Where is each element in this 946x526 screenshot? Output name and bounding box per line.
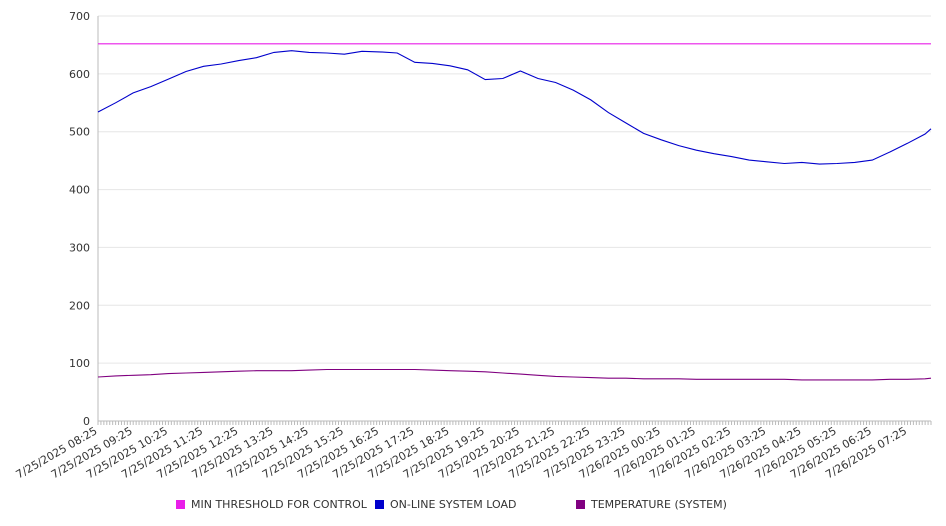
legend-swatch xyxy=(375,500,384,509)
axes xyxy=(97,16,931,422)
grid-lines xyxy=(98,15,931,422)
legend: MIN THRESHOLD FOR CONTROL ON-LINE SYSTEM … xyxy=(0,498,946,514)
legend-swatch xyxy=(576,500,585,509)
y-tick-label: 300 xyxy=(69,241,90,254)
legend-label: MIN THRESHOLD FOR CONTROL xyxy=(191,498,367,511)
y-tick-label: 700 xyxy=(69,10,90,23)
y-tick-label: 0 xyxy=(83,415,90,428)
legend-item: MIN THRESHOLD FOR CONTROL xyxy=(176,498,367,511)
legend-swatch xyxy=(176,500,185,509)
y-tick-label: 600 xyxy=(69,68,90,81)
y-tick-label: 100 xyxy=(69,357,90,370)
legend-label: ON-LINE SYSTEM LOAD xyxy=(390,498,517,511)
y-tick-label: 500 xyxy=(69,126,90,139)
series-line-2 xyxy=(97,50,932,165)
series-line-3 xyxy=(97,368,932,381)
legend-item: TEMPERATURE (SYSTEM) xyxy=(576,498,727,511)
legend-label: TEMPERATURE (SYSTEM) xyxy=(591,498,727,511)
y-tick-label: 400 xyxy=(69,184,90,197)
legend-item: ON-LINE SYSTEM LOAD xyxy=(375,498,516,511)
x-axis-ticks: 7/25/2025 08:257/25/2025 09:257/25/2025 … xyxy=(14,421,932,481)
y-tick-label: 200 xyxy=(69,299,90,312)
series-lines xyxy=(97,43,932,381)
y-axis-ticks: 0 100 200 300 400 500 600 700 xyxy=(69,10,90,428)
